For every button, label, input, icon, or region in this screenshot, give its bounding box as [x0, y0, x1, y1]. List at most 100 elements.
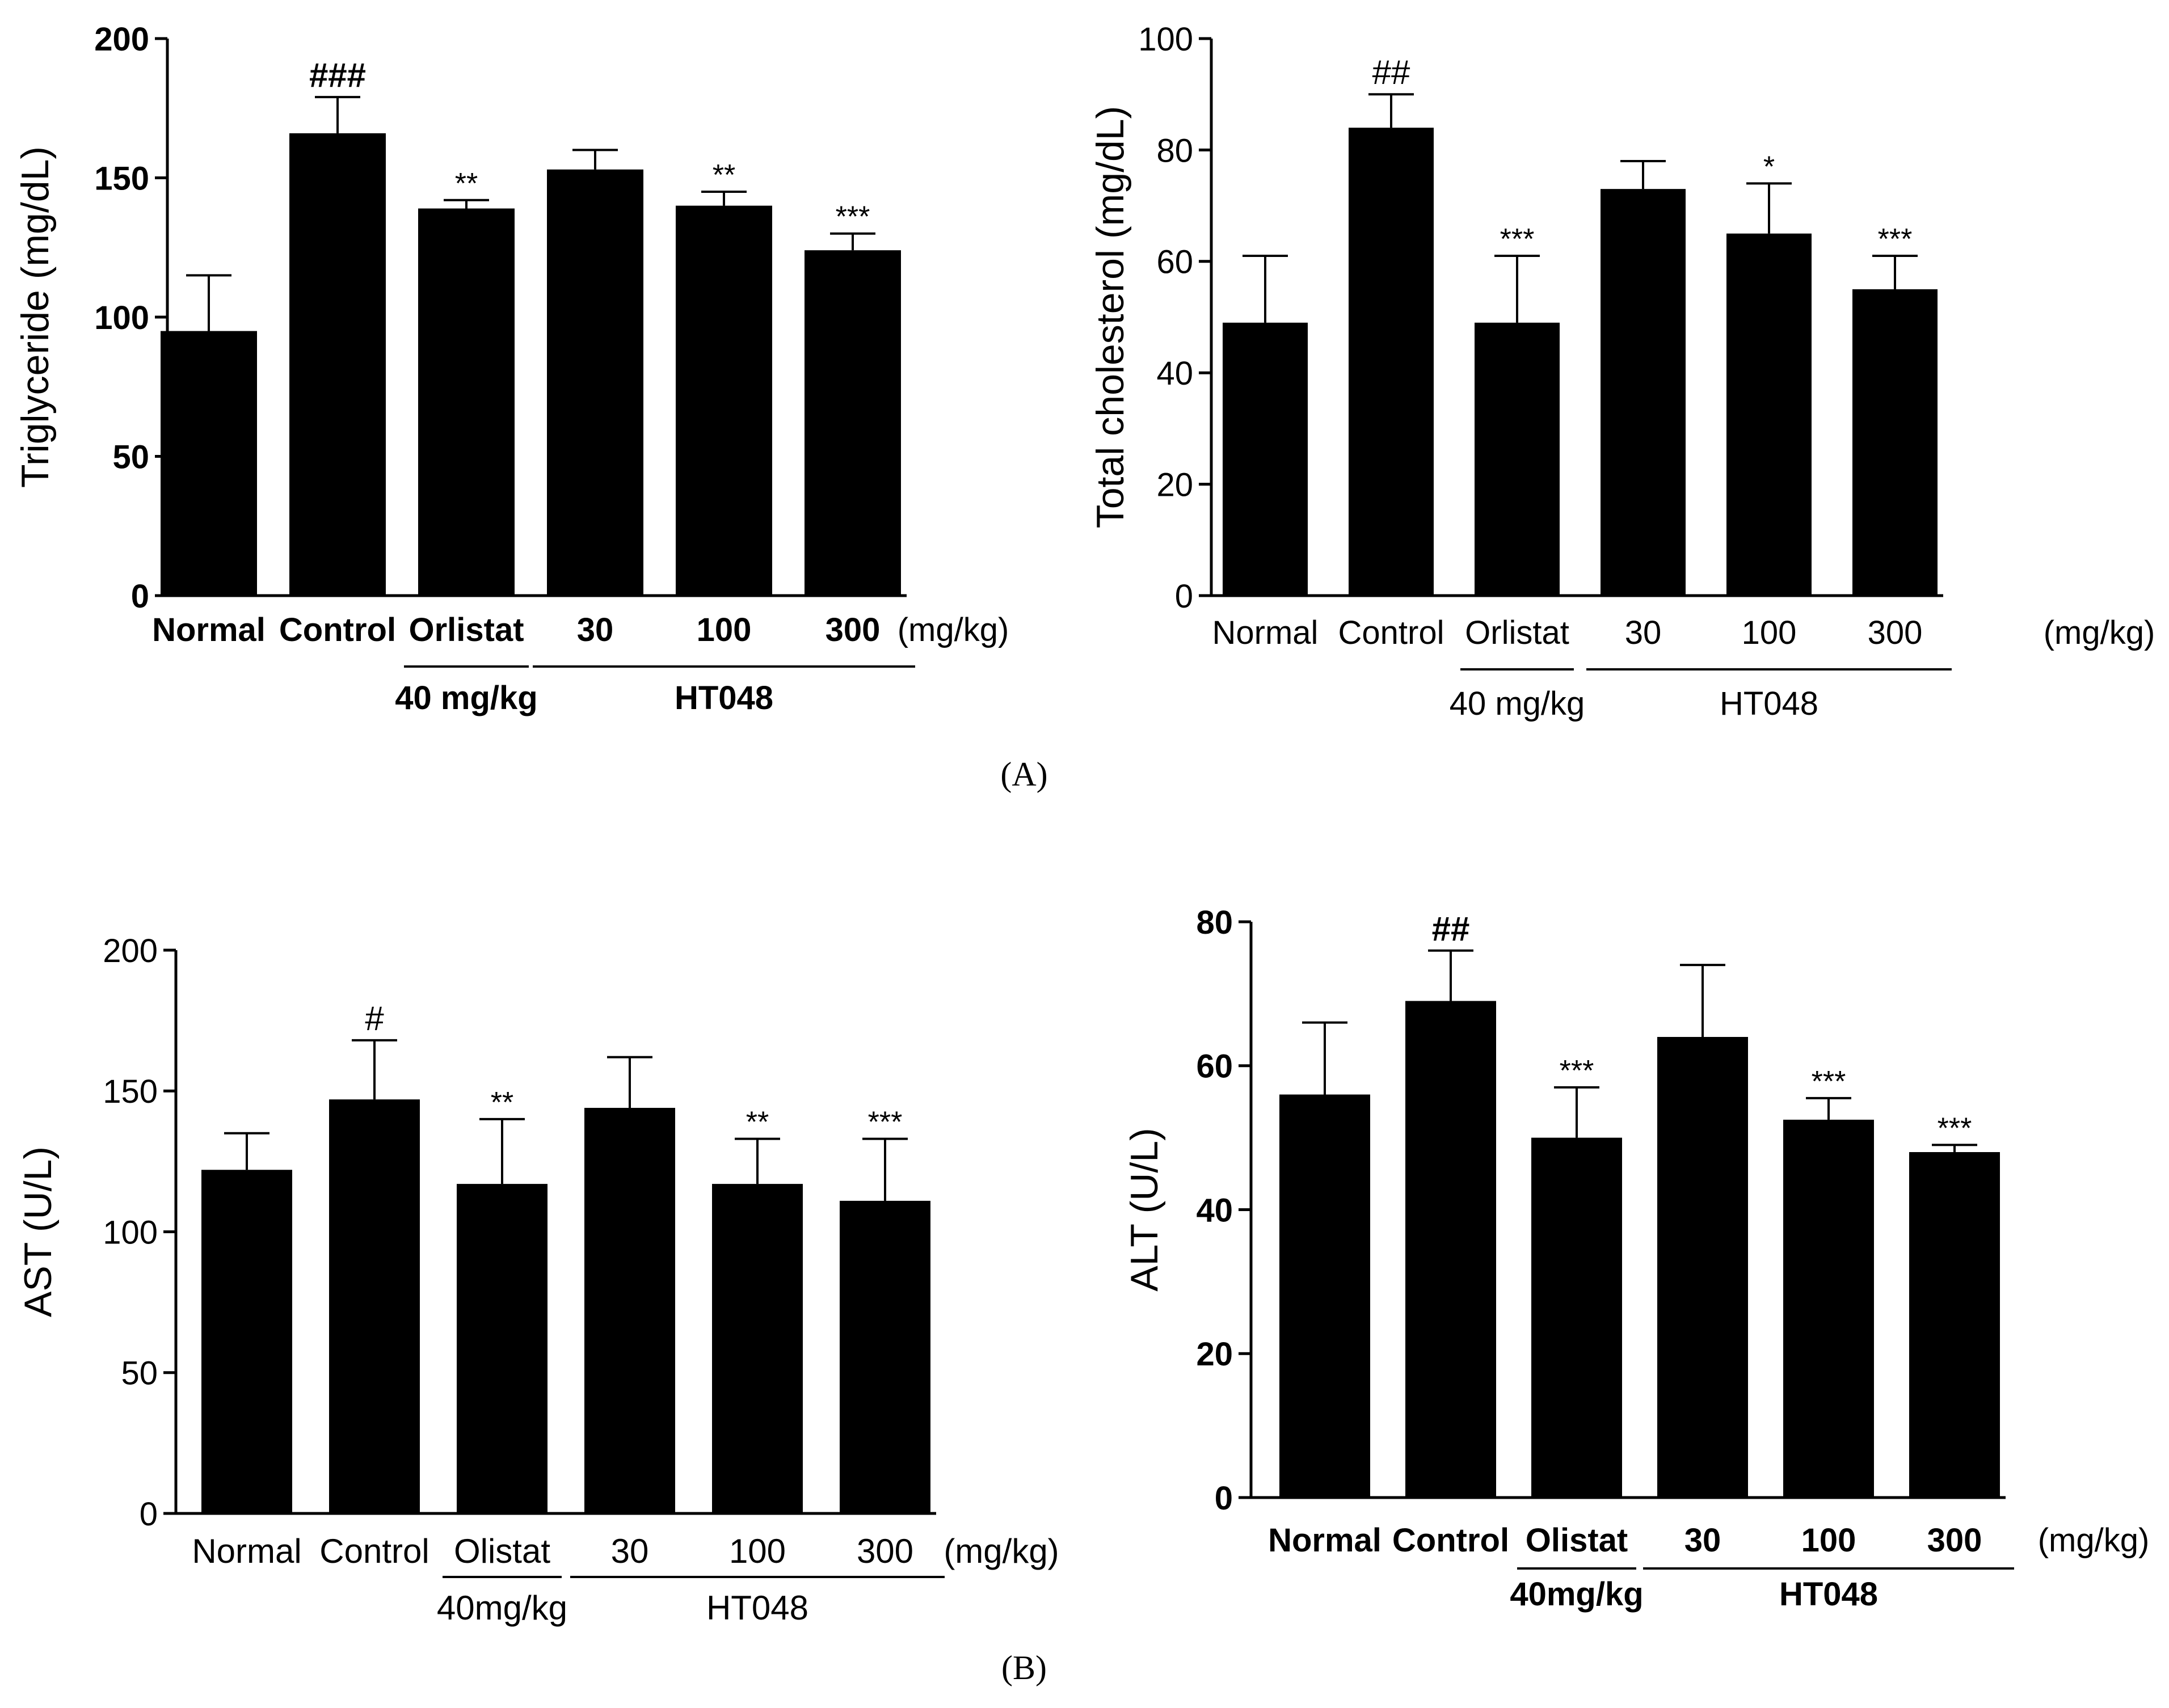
- x-tick-label: 100: [697, 611, 752, 648]
- y-axis-title: ALT (U/L): [1123, 1128, 1166, 1291]
- chart-total-cholesterol: 0 20 40 60 80 100 Total cholesterol (mg/dL) Nor…: [1089, 21, 2155, 722]
- x-tick-label: Orlistat: [408, 611, 524, 648]
- y-tick-label: 200: [94, 21, 149, 58]
- significance-label: ***: [1500, 223, 1535, 256]
- significance-label: **: [713, 159, 735, 192]
- chart-triglyceride: 0 50 100 150 200 Triglyceride (mg/dL) Normal ##…: [14, 21, 1009, 716]
- y-tick-label: 50: [112, 438, 149, 475]
- x-tick-label: Normal: [192, 1532, 301, 1570]
- bar-orlistat: [418, 208, 515, 596]
- bar-300: [805, 250, 901, 596]
- y-tick-label: 200: [103, 933, 158, 969]
- significance-label: **: [455, 167, 478, 200]
- bar-normal: [1223, 322, 1308, 596]
- y-tick-label: 40: [1196, 1192, 1233, 1229]
- bar-olistat: [457, 1184, 547, 1513]
- unit-label: (mg/kg): [898, 611, 1009, 648]
- significance-label: ***: [1560, 1055, 1594, 1087]
- y-tick-label: 20: [1156, 466, 1193, 503]
- bar-300: [840, 1200, 930, 1513]
- significance-label: #: [365, 1000, 384, 1038]
- y-tick-label: 100: [1138, 21, 1193, 58]
- x-tick-label: 300: [1868, 614, 1923, 651]
- x-tick-label: Orlistat: [1465, 614, 1569, 651]
- y-tick-label: 60: [1196, 1048, 1233, 1085]
- unit-label: (mg/kg): [2038, 1522, 2150, 1559]
- significance-label: ***: [1938, 1112, 1972, 1145]
- bar-100: [1726, 233, 1812, 596]
- bar-control: [289, 133, 386, 596]
- y-tick-label: 100: [103, 1214, 158, 1251]
- significance-label: **: [746, 1106, 769, 1139]
- x-tick-label: Olistat: [454, 1532, 550, 1570]
- x-tick-label: Olistat: [1526, 1522, 1628, 1559]
- x-tick-label: Control: [319, 1532, 429, 1570]
- panel-label-b: (B): [1001, 1649, 1047, 1686]
- y-tick-label: 80: [1156, 132, 1193, 169]
- y-tick-label: 20: [1196, 1336, 1233, 1373]
- bar-normal: [161, 331, 257, 596]
- unit-label: (mg/kg): [2044, 614, 2155, 651]
- y-tick-label: 150: [94, 160, 149, 197]
- significance-label: ##: [1372, 53, 1410, 91]
- bar-30: [547, 169, 643, 596]
- y-tick-label: 0: [140, 1496, 158, 1533]
- group-label: HT048: [1720, 685, 1818, 722]
- significance-label: ***: [868, 1106, 903, 1139]
- x-tick-label: 300: [857, 1532, 913, 1570]
- bar-100: [1783, 1119, 1874, 1498]
- y-axis-title: Triglyceride (mg/dL): [14, 146, 57, 488]
- y-tick-label: 150: [103, 1073, 158, 1110]
- significance-label: *: [1763, 150, 1775, 183]
- bar-30: [1657, 1037, 1748, 1498]
- y-tick-label: 0: [131, 578, 149, 615]
- group-label: 40 mg/kg: [1450, 685, 1585, 722]
- bar-control: [1405, 1001, 1496, 1498]
- panel-label-a: (A): [1000, 756, 1047, 793]
- significance-label: ###: [309, 56, 366, 94]
- x-tick-label: 300: [826, 611, 881, 648]
- bar-control: [1349, 128, 1434, 596]
- group-label: HT048: [675, 680, 773, 716]
- significance-label: ***: [836, 201, 870, 234]
- bar-normal: [1279, 1094, 1370, 1498]
- group-label: HT048: [706, 1589, 808, 1627]
- x-tick-label: Control: [1392, 1522, 1509, 1559]
- y-tick-label: 100: [94, 300, 149, 336]
- y-axis-title: AST (U/L): [16, 1146, 60, 1317]
- x-tick-label: Normal: [1268, 1522, 1382, 1559]
- x-tick-label: Control: [1338, 614, 1444, 651]
- x-tick-label: Control: [279, 611, 396, 648]
- y-tick-label: 0: [1215, 1480, 1233, 1517]
- y-tick-label: 50: [121, 1355, 158, 1392]
- chart-ast: 0 50 100 150 200 AST (U/L) Normal # Control ** Oli…: [16, 933, 1059, 1627]
- x-tick-label: 30: [577, 611, 614, 648]
- y-tick-label: 0: [1175, 578, 1193, 615]
- bar-normal: [201, 1170, 292, 1513]
- bar-300: [1909, 1152, 2000, 1498]
- significance-label: ***: [1878, 223, 1913, 256]
- significance-label: **: [491, 1086, 513, 1119]
- bar-100: [712, 1184, 803, 1513]
- x-tick-label: 30: [1625, 614, 1662, 651]
- x-tick-label: 30: [1684, 1522, 1721, 1559]
- group-label: 40 mg/kg: [395, 680, 537, 716]
- x-tick-label: Normal: [152, 611, 266, 648]
- significance-label: ##: [1432, 910, 1470, 948]
- x-tick-label: 100: [1801, 1522, 1856, 1559]
- bar-100: [676, 205, 772, 596]
- bar-control: [329, 1099, 420, 1513]
- chart-alt: 0 20 40 60 80 ALT (U/L) Normal ## Control *** Olis…: [1123, 904, 2149, 1613]
- x-tick-label: 300: [1927, 1522, 1982, 1559]
- unit-label: (mg/kg): [944, 1532, 1059, 1570]
- group-label: HT048: [1779, 1576, 1878, 1613]
- group-label: 40mg/kg: [1510, 1576, 1643, 1613]
- x-tick-label: 100: [729, 1532, 786, 1570]
- bar-30: [1601, 189, 1686, 596]
- y-tick-label: 60: [1156, 244, 1193, 281]
- x-tick-label: Normal: [1212, 614, 1319, 651]
- bar-30: [584, 1108, 675, 1513]
- y-tick-label: 40: [1156, 355, 1193, 392]
- bar-orlistat: [1475, 322, 1560, 596]
